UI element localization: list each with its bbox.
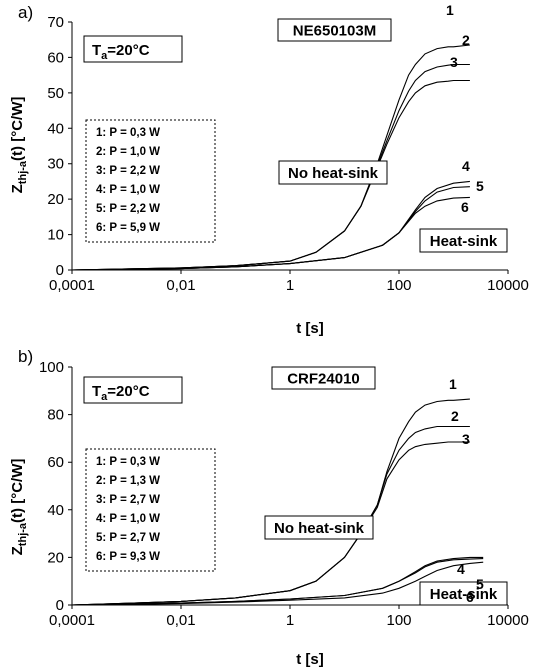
curve-label-2: 2 xyxy=(462,32,470,48)
device-title-box xyxy=(271,366,376,390)
x-tick-label: 10000 xyxy=(487,277,529,294)
series-line-3 xyxy=(71,441,470,606)
curve-label-5: 5 xyxy=(476,178,484,194)
y-tick-label: 80 xyxy=(47,407,64,424)
series-line-6 xyxy=(71,561,484,606)
curve-label-1: 1 xyxy=(449,376,457,392)
series-line-3 xyxy=(71,79,470,271)
panel-a: a) 0 10 20 30 40 50 60 70 0,0001 0,01 1 100 10000 Z… xyxy=(9,2,529,337)
y-tick-label: 40 xyxy=(47,120,64,137)
curve-label-2: 2 xyxy=(451,408,459,424)
legend-entry: 5: P = 2,7 W xyxy=(96,532,160,544)
ambient-label: Ta=20°C xyxy=(92,383,150,403)
curve-label-6: 6 xyxy=(461,199,469,215)
y-tick-label: 60 xyxy=(47,454,64,471)
y-tick-label: 60 xyxy=(47,49,64,66)
x-tick-label: 0,0001 xyxy=(49,612,95,629)
curve-label-5: 5 xyxy=(476,576,484,592)
legend-box xyxy=(85,119,216,243)
x-tick-label: 100 xyxy=(386,277,411,294)
no-heat-sink-box xyxy=(278,160,388,185)
legend-entry: 2: P = 1,0 W xyxy=(96,146,160,158)
y-tick-label: 0 xyxy=(56,597,64,614)
panel-label: a) xyxy=(18,3,33,22)
ambient-label: Ta=20°C xyxy=(92,42,150,62)
heat-sink-box xyxy=(419,228,508,253)
legend-box xyxy=(85,448,216,572)
y-axis-label: Zthj-a(t) [°C/W] xyxy=(9,459,29,556)
ambient-box xyxy=(83,376,183,404)
y-tick-label: 50 xyxy=(47,85,64,102)
x-tick-label: 10000 xyxy=(487,612,529,629)
legend-entries: 1: P = 0,3 W 2: P = 1,0 W 3: P = 2,2 W 4: P… xyxy=(96,127,160,234)
y-tick-label: 10 xyxy=(47,227,64,244)
heat-sink-label: Heat-sink xyxy=(430,233,498,250)
no-heat-sink-label: No heat-sink xyxy=(274,520,365,537)
x-tick-label: 1 xyxy=(286,277,294,294)
x-tick-labels: 0,0001 0,01 1 100 10000 xyxy=(49,277,529,294)
legend-entry: 6: P = 5,9 W xyxy=(96,222,160,234)
device-title: NE650103M xyxy=(293,23,376,40)
curve-label-3: 3 xyxy=(462,431,470,447)
curve-label-6: 6 xyxy=(466,589,474,605)
y-tick-label: 30 xyxy=(47,156,64,173)
series-lines xyxy=(71,44,470,271)
y-tick-label: 70 xyxy=(47,14,64,31)
x-axis-label: t [s] xyxy=(296,651,324,668)
x-tick-label: 0,01 xyxy=(166,277,195,294)
y-tick-label: 40 xyxy=(47,502,64,519)
series-line-5 xyxy=(71,558,484,606)
ambient-box xyxy=(83,35,183,63)
no-heat-sink-label: No heat-sink xyxy=(288,165,379,182)
series-lines xyxy=(71,398,484,606)
legend-entries: 1: P = 0,3 W 2: P = 1,3 W 3: P = 2,7 W 4: P… xyxy=(96,456,160,563)
y-tick-label: 20 xyxy=(47,549,64,566)
no-heat-sink-box xyxy=(264,515,374,540)
heat-sink-label: Heat-sink xyxy=(430,586,498,603)
axes-frame xyxy=(68,21,509,274)
device-title: CRF24010 xyxy=(287,371,360,388)
legend-entry: 5: P = 2,2 W xyxy=(96,203,160,215)
x-tick-labels: 0,0001 0,01 1 100 10000 xyxy=(49,612,529,629)
panel-label: b) xyxy=(18,347,33,366)
y-tick-label: 100 xyxy=(39,359,64,376)
legend-entry: 1: P = 0,3 W xyxy=(96,456,160,468)
x-axis-label: t [s] xyxy=(296,320,324,337)
y-tick-label: 20 xyxy=(47,191,64,208)
heat-sink-box xyxy=(419,581,508,606)
curve-label-3: 3 xyxy=(450,54,458,70)
curve-label-4: 4 xyxy=(462,158,470,174)
legend-entry: 4: P = 1,0 W xyxy=(96,513,160,525)
y-tick-labels: 0 10 20 30 40 50 60 70 xyxy=(47,14,64,279)
panel-b: b) 0 20 40 60 80 100 0,0001 0,01 1 100 10000 Zthj… xyxy=(9,347,529,668)
legend-entry: 4: P = 1,0 W xyxy=(96,184,160,196)
legend-entry: 6: P = 9,3 W xyxy=(96,551,160,563)
device-title-box xyxy=(277,18,392,42)
curve-number-labels: 123 456 xyxy=(446,2,484,215)
legend-entry: 2: P = 1,3 W xyxy=(96,475,160,487)
curve-label-4: 4 xyxy=(457,561,465,577)
x-tick-label: 100 xyxy=(386,612,411,629)
y-tick-label: 0 xyxy=(56,262,64,279)
series-line-6 xyxy=(71,196,470,271)
legend-entry: 3: P = 2,2 W xyxy=(96,165,160,177)
axes-frame xyxy=(68,366,509,609)
x-tick-label: 1 xyxy=(286,612,294,629)
x-tick-label: 0,0001 xyxy=(49,277,95,294)
legend-entry: 1: P = 0,3 W xyxy=(96,127,160,139)
curve-label-1: 1 xyxy=(446,2,454,18)
y-axis-label: Zthj-a(t) [°C/W] xyxy=(9,97,29,194)
legend-entry: 3: P = 2,7 W xyxy=(96,494,160,506)
curve-number-labels: 1 23 456 xyxy=(449,376,484,605)
y-tick-labels: 0 20 40 60 80 100 xyxy=(39,359,64,614)
x-tick-label: 0,01 xyxy=(166,612,195,629)
